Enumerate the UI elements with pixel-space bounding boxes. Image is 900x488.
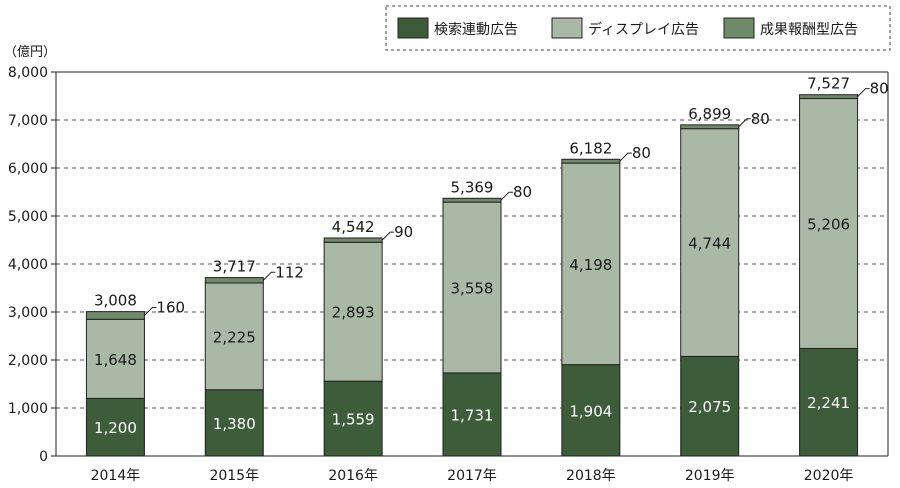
bar-segment-affiliate <box>85 311 145 320</box>
legend-swatch-display <box>551 17 583 39</box>
data-label-search: 1,904 <box>569 402 612 420</box>
bar-segment-display <box>204 282 264 391</box>
data-label-total: 5,369 <box>451 178 494 196</box>
data-label-affiliate: 90 <box>394 223 413 241</box>
x-tick-label: 2015年 <box>209 468 259 484</box>
y-tick-label: 0 <box>39 449 48 465</box>
bar-segment-display <box>442 201 502 374</box>
data-label-affiliate: 80 <box>632 144 651 162</box>
data-label-search: 2,241 <box>807 394 850 412</box>
data-label-search: 1,380 <box>213 415 256 433</box>
y-axis-ticks: 0 1,000 2,000 3,000 4,000 5,000 6,000 7,000 8,00… <box>8 65 56 465</box>
y-axis-unit-label: （億円） <box>4 44 56 60</box>
bar-segment-search <box>85 397 145 457</box>
data-label-search: 1,559 <box>332 411 375 429</box>
data-label-total: 6,182 <box>569 139 612 157</box>
bar-segment-affiliate <box>204 277 264 284</box>
bar-segment-affiliate <box>442 197 502 203</box>
bar-segment-affiliate <box>799 94 859 100</box>
legend-swatch-affiliate <box>723 17 755 39</box>
bar-segment-display <box>561 162 621 366</box>
leader-line <box>619 152 632 162</box>
data-label-affiliate: 80 <box>513 183 532 201</box>
bar-segment-display <box>85 318 145 399</box>
x-tick-label: 2016年 <box>328 468 378 484</box>
bar-segment-display <box>680 128 740 357</box>
data-label-display: 1,648 <box>94 351 137 369</box>
y-tick-label: 2,000 <box>8 353 48 369</box>
x-tick-label: 2017年 <box>447 468 497 484</box>
legend-label-display: ディスプレイ広告 <box>588 21 699 38</box>
x-tick-label: 2018年 <box>566 468 616 484</box>
data-label-search: 1,731 <box>451 406 494 424</box>
data-label-total: 3,717 <box>213 258 256 276</box>
leader-line <box>262 271 276 281</box>
data-label-affiliate: 112 <box>275 263 304 281</box>
axes <box>55 71 889 457</box>
y-tick-label: 4,000 <box>8 257 48 273</box>
data-label-search: 2,075 <box>688 398 731 416</box>
y-tick-label: 7,000 <box>8 113 48 129</box>
y-tick-label: 3,000 <box>8 305 48 321</box>
data-label-display: 5,206 <box>807 215 850 233</box>
bar-segment-affiliate <box>680 124 740 130</box>
legend-frame <box>385 5 891 51</box>
legend-label-search: 検索連動広告 <box>434 21 518 38</box>
data-label-display: 2,893 <box>332 304 375 322</box>
data-labels: 1,200 1,648 160 3,008 1,380 2,225 112 3,717 1,55… <box>94 75 889 437</box>
bar-segment-search <box>204 389 264 457</box>
legend-label-affiliate: 成果報酬型広告 <box>760 22 858 38</box>
bar-segment-affiliate <box>561 158 621 164</box>
bar-segment-display <box>799 98 859 349</box>
data-label-total: 4,542 <box>332 218 375 236</box>
legend: 検索連動広告 ディスプレイ広告 成果報酬型広告 <box>385 5 891 51</box>
bar-segment-search <box>442 372 502 457</box>
bars <box>85 94 859 457</box>
legend-swatch-search <box>397 17 429 39</box>
y-tick-label: 6,000 <box>8 161 48 177</box>
y-tick-label: 8,000 <box>8 65 48 81</box>
leader-line <box>857 88 870 97</box>
y-tick-label: 1,000 <box>8 401 48 417</box>
leader-line <box>500 191 513 201</box>
data-label-display: 4,744 <box>688 235 731 253</box>
x-axis-labels: 2014年 2015年 2016年 2017年 2018年 2019年 2020年 <box>91 468 854 484</box>
data-label-display: 4,198 <box>569 256 612 274</box>
data-label-affiliate: 80 <box>751 110 770 128</box>
bar-segment-search <box>561 364 621 457</box>
data-label-search: 1,200 <box>94 419 137 437</box>
x-tick-label: 2019年 <box>685 468 735 484</box>
bar-segment-search <box>680 355 740 457</box>
data-label-total: 3,008 <box>94 292 137 310</box>
data-label-total: 7,527 <box>807 75 850 93</box>
data-label-affiliate: 80 <box>870 80 889 98</box>
data-label-affiliate: 160 <box>156 298 185 316</box>
data-label-display: 3,558 <box>451 280 494 298</box>
data-label-display: 2,225 <box>213 328 256 346</box>
leader-line <box>144 306 157 316</box>
leader-line <box>381 231 395 241</box>
bar-segment-affiliate <box>323 237 383 243</box>
leader-line <box>738 118 751 128</box>
data-label-total: 6,899 <box>688 105 731 123</box>
x-tick-label: 2014年 <box>91 468 141 484</box>
y-tick-label: 5,000 <box>8 209 48 225</box>
x-tick-label: 2020年 <box>804 468 854 484</box>
